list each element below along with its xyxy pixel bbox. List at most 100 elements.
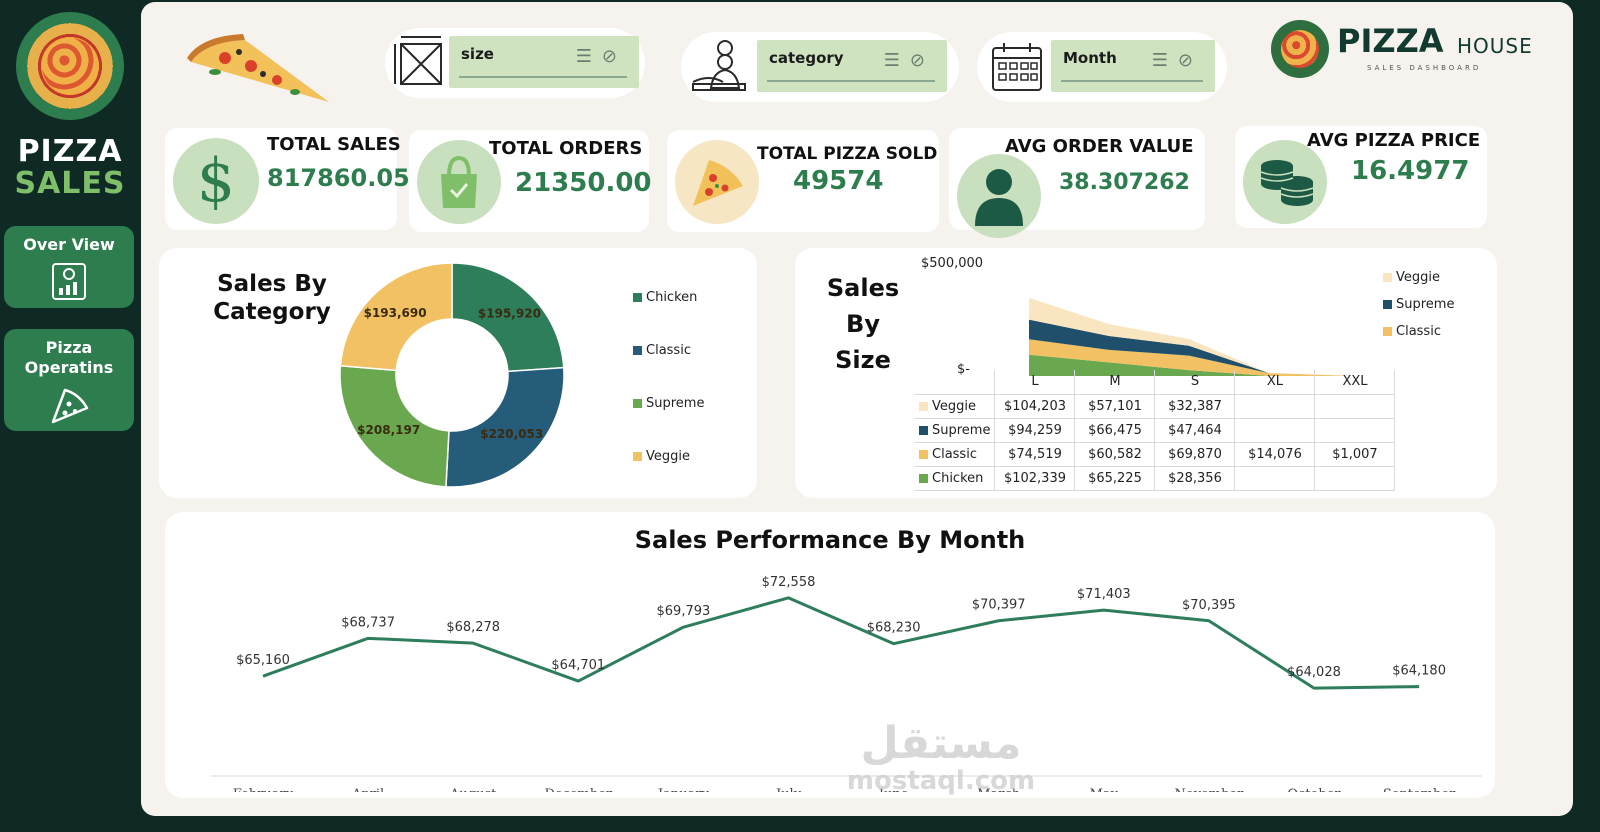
line-data-label: $65,160 [236, 653, 290, 668]
table-cell [1234, 393, 1316, 419]
pizza-house-logo: PIZZA HOUSE SALES DASHBOARD [1271, 16, 1557, 80]
x-tick-label: June [877, 787, 909, 792]
kpi-avg-pizza-price: AVG PIZZA PRICE 16.4977 [1235, 126, 1487, 228]
slicer-underline [459, 76, 627, 78]
multi-select-icon[interactable]: ☰⊘ [883, 50, 935, 71]
table-cell [1234, 465, 1316, 491]
area-series-classic[interactable] [1029, 339, 1349, 376]
user-icon [957, 154, 1041, 238]
x-tick-label: April [351, 787, 384, 792]
x-tick-label: March [977, 787, 1021, 792]
area-series-supreme[interactable] [1029, 319, 1349, 376]
month-slicer[interactable]: Month ☰⊘ [977, 32, 1227, 102]
sales-by-size-title-line3: Size [835, 346, 891, 374]
legend-item-classic[interactable]: Classic [633, 343, 691, 358]
x-tick-label: November [1175, 787, 1245, 792]
legend-swatch [633, 399, 642, 408]
table-cell: $94,259 [994, 417, 1076, 443]
pizza-house-tagline: SALES DASHBOARD [1367, 64, 1482, 72]
legend-item-chicken[interactable]: Chicken [633, 290, 697, 305]
kpi-title: AVG ORDER VALUE [1005, 136, 1194, 157]
sales-by-category-donut[interactable]: $195,920 $220,053 $208,197 $193,690 [337, 260, 577, 490]
table-cell [1234, 417, 1316, 443]
area-ytick-top: $500,000 [921, 256, 984, 271]
nav-pizza-operations-button[interactable]: Pizza Operatins [4, 329, 134, 431]
legend-label: Chicken [646, 290, 698, 305]
table-cell: $102,339 [994, 465, 1076, 491]
month-slicer-field[interactable]: Month ☰⊘ [1051, 40, 1215, 92]
legend-item-classic[interactable]: Classic [1383, 324, 1441, 339]
table-row: Classic $74,519 $60,582 $69,870 $14,076 $1,00… [915, 441, 1396, 467]
kpi-title: TOTAL PIZZA SOLD [757, 144, 938, 164]
legend-swatch [1383, 327, 1392, 336]
legend-label: Veggie [646, 449, 690, 464]
donut-data-label: $193,690 [364, 306, 427, 320]
sales-by-size-title-line2: By [846, 310, 880, 338]
multi-select-icon[interactable]: ☰⊘ [1151, 50, 1203, 71]
sales-line-series[interactable] [262, 596, 1420, 690]
line-data-label: $68,737 [341, 615, 395, 630]
sales-by-category-card: Sales By Category $195,920 $220,053 $208,1… [159, 248, 757, 498]
size-slicer-field[interactable]: size ☰⊘ [449, 36, 639, 88]
legend-swatch [633, 293, 642, 302]
legend-swatch [1383, 300, 1392, 309]
table-cell [1314, 465, 1396, 491]
line-data-label: $69,793 [657, 604, 711, 619]
kpi-total-orders: TOTAL ORDERS 21350.00 [409, 130, 652, 232]
table-column-header: XXL [1314, 370, 1396, 395]
legend-label: Supreme [1396, 297, 1455, 312]
table-column-header: L [994, 370, 1076, 395]
donut-slice-chicken[interactable] [451, 262, 565, 373]
x-tick-label: January [656, 787, 710, 792]
legend-swatch [919, 401, 928, 411]
size-slicer[interactable]: size ☰⊘ [385, 28, 645, 98]
line-data-label: $68,278 [446, 620, 500, 635]
table-cell: $28,356 [1154, 465, 1236, 491]
legend-label: Classic [1396, 324, 1441, 339]
pizza-sales-logo-icon [16, 12, 124, 120]
kpi-value: 21350.00 [515, 168, 652, 198]
table-cell: $47,464 [1154, 417, 1236, 443]
sales-by-category-title-line2: Category [213, 299, 331, 325]
brand-line-2: SALES [14, 166, 126, 201]
line-data-label: $64,028 [1287, 665, 1341, 680]
kpi-value: 38.307262 [1059, 170, 1190, 195]
category-slicer-field[interactable]: category ☰⊘ [757, 40, 947, 92]
kpi-total-sales: $ TOTAL SALES 817860.05 [165, 128, 410, 230]
nav-overview-label: Over View [23, 235, 115, 254]
kpi-avg-order-value: AVG ORDER VALUE 38.307262 [949, 128, 1205, 238]
sales-by-size-area-chart[interactable] [989, 272, 1389, 376]
category-slicer-label: category [769, 49, 844, 67]
legend-label: Veggie [1396, 270, 1440, 285]
legend-item-veggie[interactable]: Veggie [633, 449, 690, 464]
line-data-label: $64,701 [551, 658, 605, 673]
table-column-header: S [1154, 370, 1236, 395]
legend-item-veggie[interactable]: Veggie [1383, 270, 1440, 285]
line-data-label: $70,397 [972, 598, 1026, 613]
legend-item-supreme[interactable]: Supreme [1383, 297, 1454, 312]
table-column-header: XL [1234, 370, 1316, 395]
dollar-icon: $ [173, 138, 259, 224]
donut-slice-classic[interactable] [445, 366, 565, 488]
legend-swatch [919, 473, 928, 483]
table-row: Chicken $102,339 $65,225 $28,356 [915, 465, 1396, 491]
dashboard-canvas: size ☰⊘ category ☰⊘ [141, 2, 1573, 816]
sales-by-size-card: Sales By Size $500,000 $- L M S XL XXL Veggie… [795, 248, 1497, 498]
category-slicer[interactable]: category ☰⊘ [681, 32, 959, 102]
pizza-house-emblem-icon [1271, 20, 1329, 78]
legend-swatch [919, 425, 928, 435]
multi-select-icon[interactable]: ☰⊘ [575, 46, 627, 67]
sales-by-category-title: Sales By Category [203, 270, 341, 326]
legend-item-supreme[interactable]: Supreme [633, 396, 704, 411]
table-cell: $14,076 [1234, 441, 1316, 467]
x-tick-label: August [449, 787, 497, 792]
kpi-value: 49574 [793, 166, 884, 196]
x-tick-label: February [233, 787, 294, 792]
legend-swatch [1383, 273, 1392, 282]
sales-by-month-line-chart[interactable]: $65,160 February $68,737 April $68,278 August… [165, 542, 1495, 792]
line-data-label: $68,230 [867, 621, 921, 636]
donut-slice-supreme[interactable] [339, 364, 450, 488]
nav-overview-button[interactable]: Over View [4, 226, 134, 308]
table-cell: $57,101 [1074, 393, 1156, 419]
donut-slice-veggie[interactable] [339, 262, 453, 372]
